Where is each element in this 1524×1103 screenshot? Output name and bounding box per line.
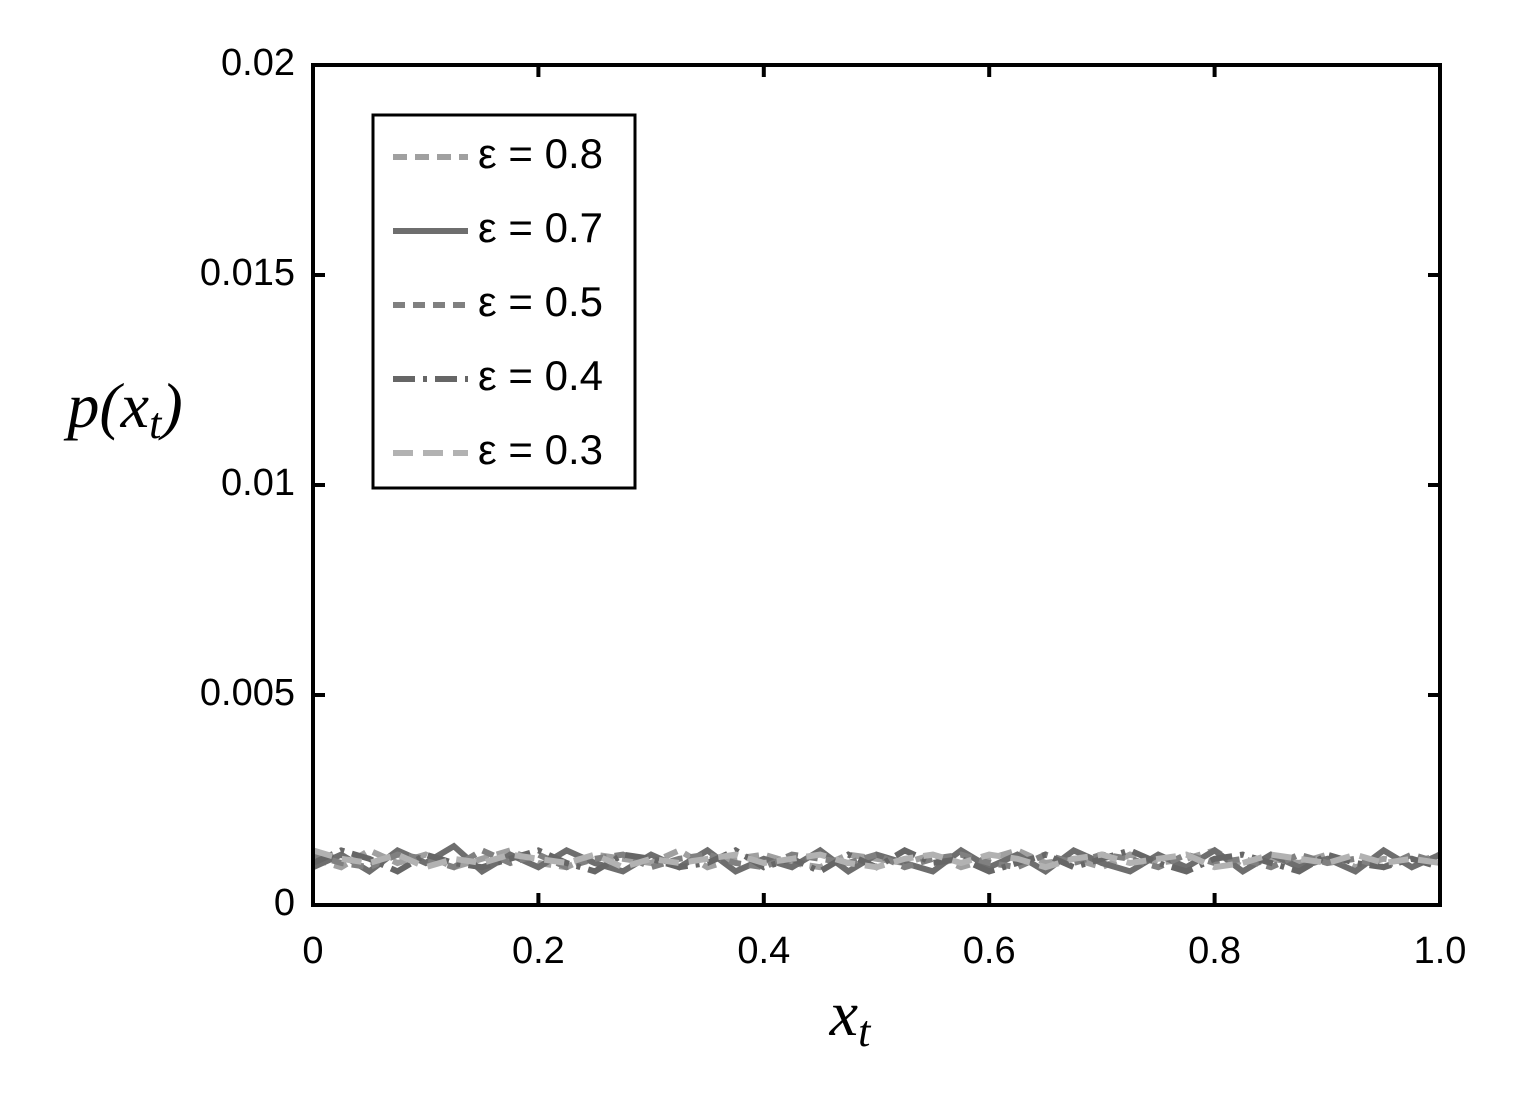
- x-label-main: x: [829, 978, 858, 1049]
- y-axis-label: p(xt): [63, 370, 182, 448]
- y-tick-label: 0.02: [221, 42, 295, 84]
- legend-label: ε = 0.5: [478, 278, 603, 325]
- legend-label: ε = 0.8: [478, 130, 603, 177]
- x-tick-label: 1.0: [1414, 930, 1467, 972]
- y-label-close: ): [157, 370, 182, 441]
- x-tick-label: 0.2: [512, 930, 565, 972]
- y-tick-label: 0.01: [221, 462, 295, 504]
- y-tick-label: 0.015: [200, 252, 295, 294]
- legend: ε = 0.8 ε = 0.7 ε = 0.5 ε = 0.4 ε = 0.3: [371, 113, 637, 490]
- y-tick-label: 0: [274, 882, 295, 924]
- series-line: [312, 847, 1441, 871]
- legend-label: ε = 0.4: [478, 352, 603, 399]
- legend-label: ε = 0.7: [478, 204, 603, 251]
- x-tick-label: 0: [302, 930, 323, 972]
- x-tick-label: 0.4: [737, 930, 790, 972]
- legend-label: ε = 0.3: [478, 426, 603, 473]
- legend-box: [371, 113, 637, 490]
- y-tick-label: 0.005: [200, 672, 295, 714]
- x-label-sub: t: [858, 1007, 872, 1056]
- y-label-main: p(x: [63, 370, 149, 441]
- y-label-sub: t: [149, 399, 163, 448]
- x-tick-label: 0.6: [963, 930, 1016, 972]
- x-axis-label: xt: [829, 978, 872, 1056]
- x-tick-label: 0.8: [1188, 930, 1241, 972]
